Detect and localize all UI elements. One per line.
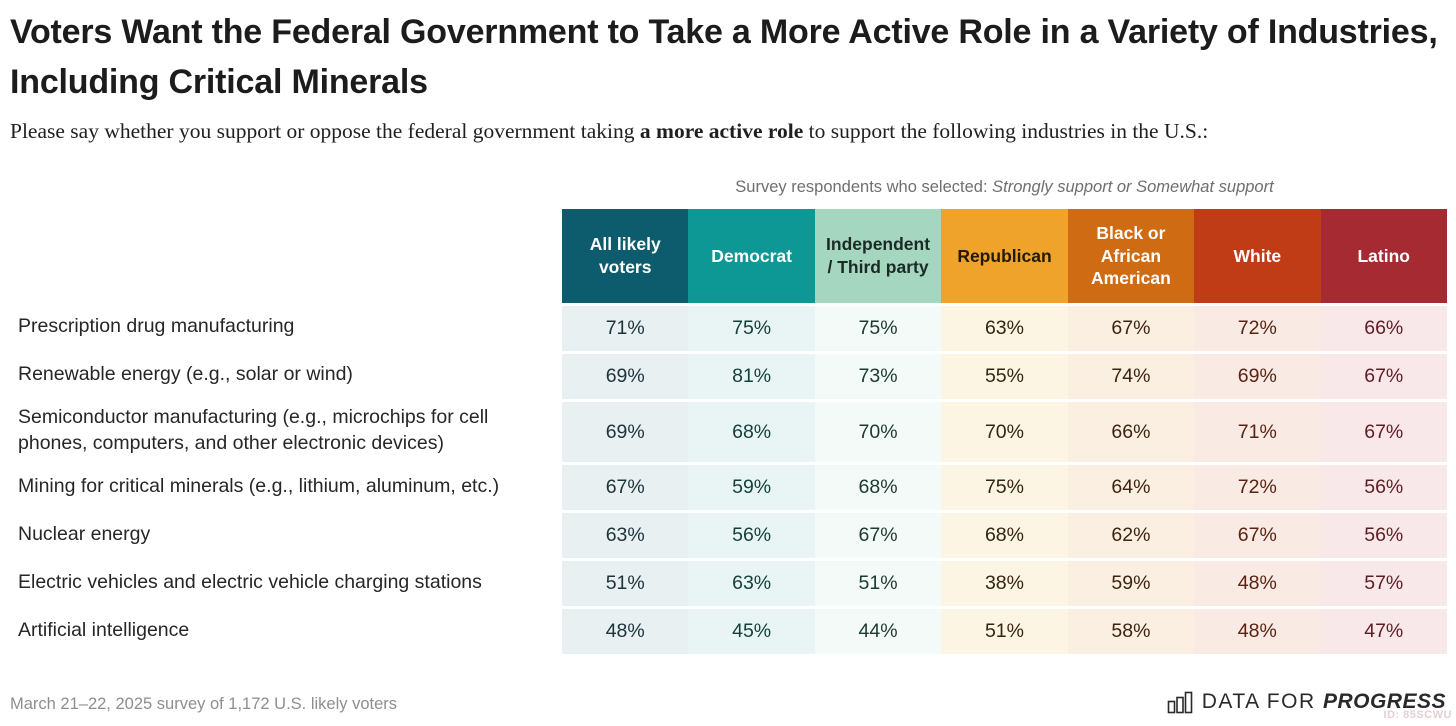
value-cell: 63% [562, 510, 689, 559]
value-cell: 69% [562, 351, 689, 399]
table-caption-response-options: Strongly support or Somewhat support [992, 178, 1274, 196]
value-cell: 69% [1194, 351, 1321, 399]
survey-question-prefix: Please say whether you support or oppose… [10, 119, 640, 143]
value-cell: 48% [1194, 558, 1321, 607]
value-cell: 38% [941, 558, 1068, 607]
value-cell: 68% [688, 399, 815, 463]
table-row: Prescription drug manufacturing 71% 75% 75%… [0, 303, 1447, 351]
logo-wordmark-bold: PROGRESS [1322, 690, 1446, 713]
logo-wordmark-prefix: DATA FOR [1201, 690, 1323, 713]
value-cell: 67% [1067, 303, 1195, 351]
value-cell: 51% [941, 606, 1068, 655]
table-header-row: All likely voters Democrat Independent / T… [0, 209, 1447, 303]
value-cell: 70% [814, 399, 942, 463]
table-row: Semiconductor manufacturing (e.g., micro… [0, 399, 1447, 463]
chart-id-watermark: ID: 85SCWU [1383, 709, 1452, 721]
value-cell: 67% [562, 462, 689, 511]
value-cell: 73% [814, 351, 942, 399]
row-label: Artificial intelligence [0, 606, 562, 655]
value-cell: 70% [941, 399, 1068, 463]
value-cell: 75% [688, 303, 815, 351]
table-row: Electric vehicles and electric vehicle c… [0, 558, 1447, 607]
value-cell: 71% [562, 303, 689, 351]
value-cell: 63% [688, 558, 815, 607]
value-cell: 74% [1067, 351, 1195, 399]
value-cell: 48% [1194, 606, 1321, 655]
value-cell: 72% [1194, 462, 1321, 511]
column-header: Democrat [688, 209, 815, 303]
table-row: Nuclear energy 63% 56% 67% 68% 62% 67% 56% [0, 510, 1447, 559]
column-header: Independent / Third party [814, 209, 942, 303]
value-cell: 75% [814, 303, 942, 351]
value-cell: 68% [941, 510, 1068, 559]
column-header: White [1194, 209, 1321, 303]
survey-question: Please say whether you support or oppose… [10, 119, 1452, 144]
value-cell: 64% [1067, 462, 1195, 511]
page-title: Voters Want the Federal Government to Ta… [10, 13, 1438, 101]
value-cell: 69% [562, 399, 689, 463]
value-cell: 57% [1320, 558, 1447, 607]
table-corner-cell [0, 209, 562, 303]
row-label: Renewable energy (e.g., solar or wind) [0, 351, 562, 399]
value-cell: 55% [941, 351, 1068, 399]
row-label: Prescription drug manufacturing [0, 303, 562, 351]
value-cell: 56% [688, 510, 815, 559]
survey-table: All likely voters Democrat Independent / T… [0, 209, 1447, 655]
data-for-progress-logo: DATA FOR PROGRESS [1167, 690, 1446, 714]
row-label: Nuclear energy [0, 510, 562, 559]
value-cell: 67% [814, 510, 942, 559]
value-cell: 67% [1320, 399, 1447, 463]
value-cell: 51% [562, 558, 689, 607]
methodology-note: March 21–22, 2025 survey of 1,172 U.S. l… [10, 695, 398, 713]
column-header: Latino [1320, 209, 1447, 303]
survey-question-suffix: to support the following industries in t… [803, 119, 1209, 143]
value-cell: 81% [688, 351, 815, 399]
survey-question-emphasis: a more active role [639, 119, 804, 143]
value-cell: 66% [1067, 399, 1195, 463]
value-cell: 71% [1194, 399, 1321, 463]
value-cell: 59% [1067, 558, 1195, 607]
row-label: Semiconductor manufacturing (e.g., micro… [0, 399, 562, 463]
value-cell: 68% [814, 462, 942, 511]
table-row: Mining for critical minerals (e.g., lith… [0, 462, 1447, 511]
table-row: Renewable energy (e.g., solar or wind) 69… [0, 351, 1447, 399]
column-header: All likely voters [562, 209, 689, 303]
value-cell: 51% [814, 558, 942, 607]
table-caption: Survey respondents who selected: Strongl… [562, 178, 1447, 197]
value-cell: 67% [1194, 510, 1321, 559]
row-label: Mining for critical minerals (e.g., lith… [0, 462, 562, 511]
value-cell: 45% [688, 606, 815, 655]
value-cell: 48% [562, 606, 689, 655]
bar-chart-icon [1167, 691, 1194, 714]
value-cell: 72% [1194, 303, 1321, 351]
value-cell: 63% [941, 303, 1068, 351]
value-cell: 59% [688, 462, 815, 511]
table-caption-prefix: Survey respondents who selected: [735, 178, 993, 196]
value-cell: 56% [1320, 510, 1447, 559]
value-cell: 58% [1067, 606, 1195, 655]
value-cell: 56% [1320, 462, 1447, 511]
column-header: Republican [941, 209, 1068, 303]
table-row: Artificial intelligence 48% 45% 44% 51% 58% 48… [0, 606, 1447, 655]
value-cell: 62% [1067, 510, 1195, 559]
row-label: Electric vehicles and electric vehicle c… [0, 558, 562, 607]
value-cell: 44% [814, 606, 942, 655]
value-cell: 47% [1320, 606, 1447, 655]
value-cell: 66% [1320, 303, 1447, 351]
value-cell: 75% [941, 462, 1068, 511]
logo-wordmark: DATA FOR PROGRESS [1202, 690, 1446, 714]
value-cell: 67% [1320, 351, 1447, 399]
column-header: Black or African American [1067, 209, 1195, 303]
